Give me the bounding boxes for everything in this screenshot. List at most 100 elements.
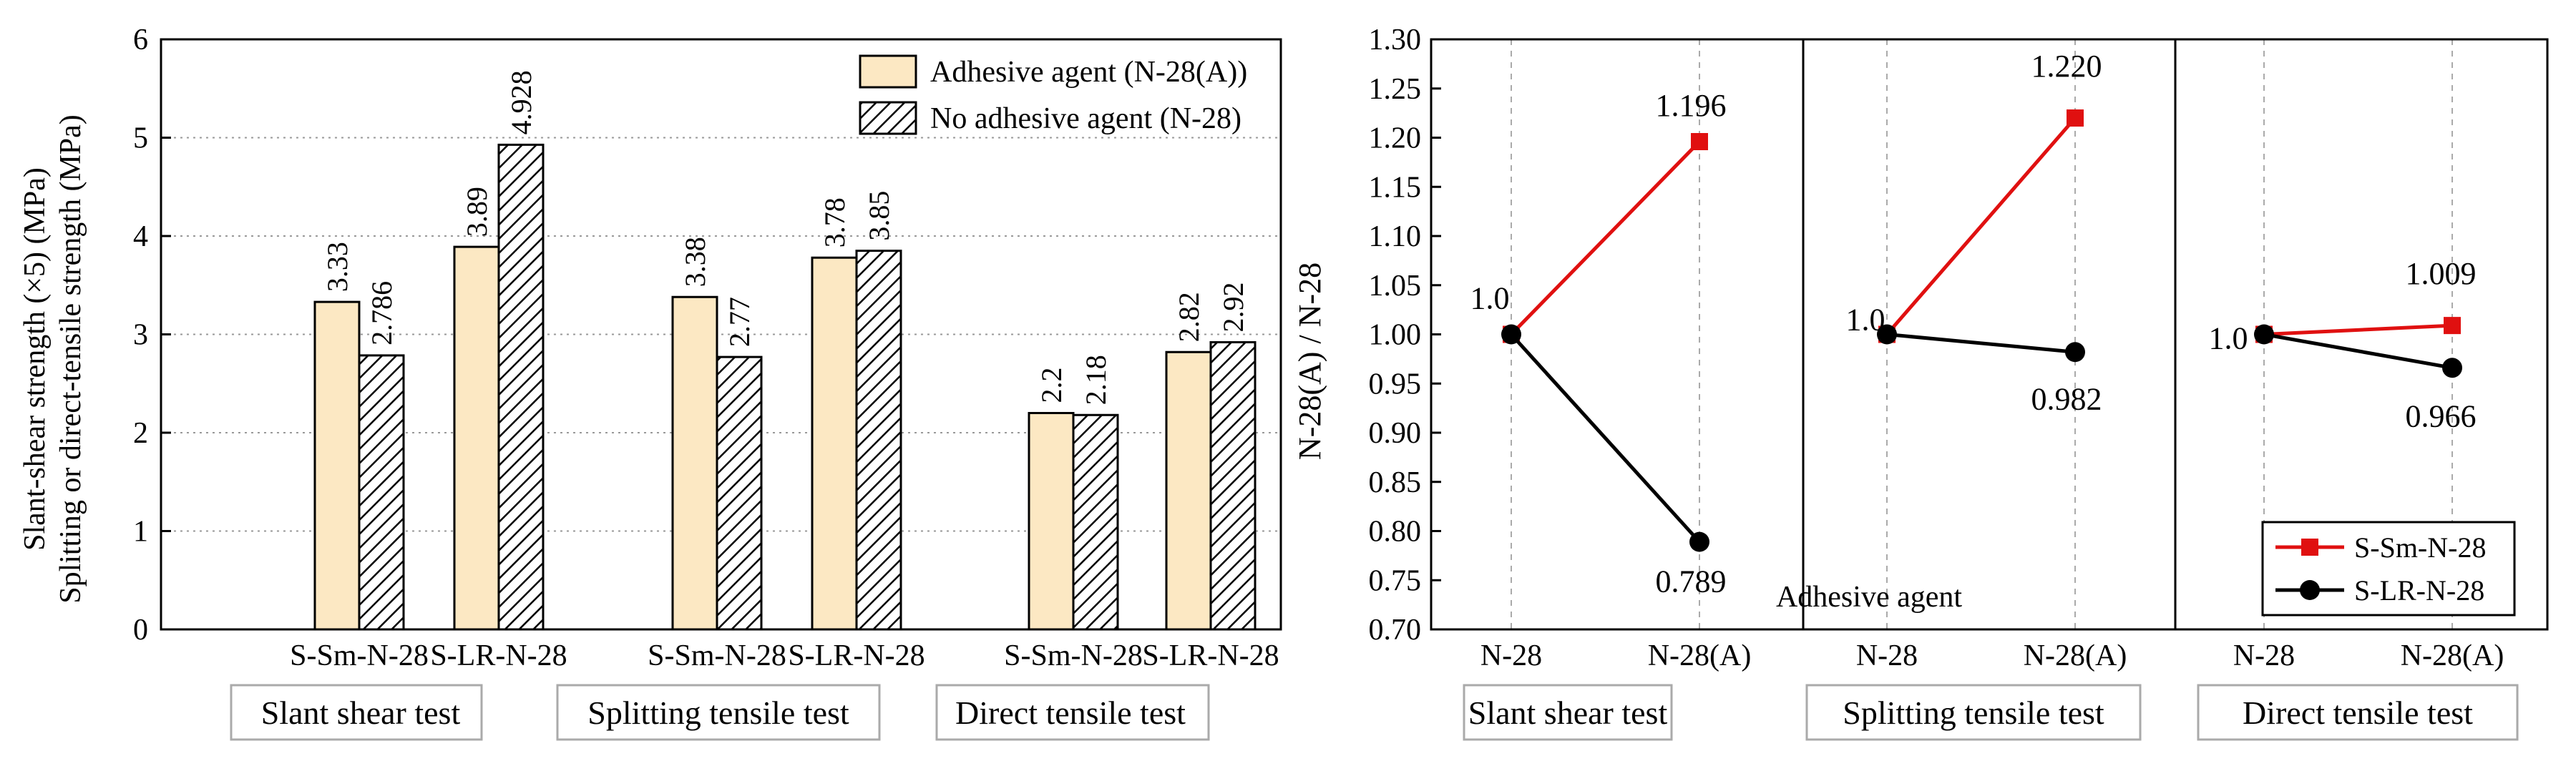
bar-value-label: 3.33 [321, 242, 353, 292]
marker-square [1691, 133, 1708, 150]
line-x-labels: N-28 N-28(A) N-28 N-28(A) N-28 N-28(A) [1480, 639, 2504, 672]
marker-square [2444, 317, 2461, 335]
line-y-tick-label: 0.75 [1369, 564, 1422, 597]
bar-value-label: 3.85 [863, 191, 895, 241]
bar-no-adhesive [716, 355, 763, 631]
bar-y-tick-label: 2 [133, 417, 148, 450]
line-panel-label-box [2197, 684, 2519, 741]
legend-label: S-Sm-N-28 [2354, 531, 2486, 564]
series-line-s-lr-n-28 [2263, 333, 2453, 370]
bar-y-axis-label-line1: Slant-shear strength (×5) (MPa) [19, 167, 52, 551]
bar-no-adhesive [1072, 413, 1119, 631]
bar-adhesive [671, 295, 718, 631]
bar-value-label: 2.77 [723, 297, 756, 347]
bar-marks: 3.33 2.786 3.89 4.928 3.38 2.77 3.78 3.85 2.2 2.1… [313, 70, 1257, 631]
line-panel-label-box [1805, 684, 2142, 741]
bar-no-adhesive [855, 250, 902, 631]
line-panel-label-box [1463, 684, 1673, 741]
bar-category-label: S-Sm-N-28 [290, 639, 429, 672]
bar-y-tick-label: 0 [133, 614, 148, 647]
series-line-s-sm-n-28 [2263, 323, 2453, 336]
adhesive-agent-annotation: Adhesive agent [1776, 581, 1962, 614]
bar-chart: 0 1 2 3 4 5 6 3.33 2.786 3.89 4.928 3.38 2.77 3.78 3.… [19, 24, 1282, 741]
bar-y-tick-label: 5 [133, 122, 148, 155]
marker-circle [2254, 324, 2274, 345]
line-x-label: N-28(A) [2401, 639, 2504, 672]
bar-legend: Adhesive agent (N-28(A)) No adhesive agen… [859, 54, 1247, 135]
bar-group-label: Direct tensile test [955, 694, 1186, 731]
bar-adhesive [313, 300, 361, 631]
bar-value-label: 2.786 [366, 281, 398, 345]
line-chart: 0.70 0.75 0.80 0.85 0.90 0.95 1.00 1.05 1.10 1.15… [1292, 24, 2549, 741]
bar-category-label: S-Sm-N-28 [1004, 639, 1143, 672]
bar-no-adhesive [1209, 341, 1257, 631]
line-legend: S-Sm-N-28 S-LR-N-28 [2261, 521, 2516, 617]
series-line-s-lr-n-28 [1886, 333, 2076, 354]
bar-group-label-box [935, 684, 1210, 741]
bar-adhesive [1165, 350, 1212, 631]
line-legend-box [2261, 521, 2516, 617]
bar-value-label: 3.38 [679, 237, 711, 287]
line-x-label: N-28 [1480, 639, 1542, 672]
end-value-label: 1.196 [1656, 88, 1727, 123]
line-y-tick-label: 1.00 [1369, 319, 1422, 352]
bar-value-label: 4.928 [505, 70, 537, 134]
bar-no-adhesive [497, 143, 545, 631]
bar-value-label: 3.78 [819, 197, 851, 247]
line-y-tick-label: 1.20 [1369, 122, 1422, 155]
bar-adhesive [1028, 412, 1075, 631]
line-panel-label: Splitting tensile test [1843, 694, 2104, 731]
legend-marker-circle [2300, 580, 2320, 600]
legend-label: No adhesive agent (N-28) [930, 102, 1241, 135]
legend-swatch-no-adhesive [859, 101, 917, 135]
bar-adhesive [811, 256, 858, 631]
series-line-s-sm-n-28 [1510, 140, 1701, 336]
line-panel-label: Direct tensile test [2243, 694, 2473, 731]
bar-value-label: 2.2 [1035, 368, 1068, 403]
start-value-label: 1.0 [1470, 281, 1510, 316]
bar-y-tick-label: 3 [133, 319, 148, 352]
bar-value-label: 3.89 [461, 187, 493, 237]
marker-circle [1877, 324, 1897, 345]
end-value-label: 0.982 [2031, 381, 2102, 416]
bar-category-label: S-LR-N-28 [430, 639, 567, 672]
bar-group-label: Slant shear test [261, 694, 461, 731]
series-line-s-lr-n-28 [1510, 333, 1701, 544]
line-panel-label: Slant shear test [1468, 694, 1668, 731]
bar-category-labels: S-Sm-N-28 S-LR-N-28 S-Sm-N-28 S-LR-N-28 S-Sm… [290, 639, 1279, 672]
marker-circle [2442, 358, 2462, 378]
line-y-tick-label: 1.30 [1369, 24, 1422, 57]
marker-square [2067, 109, 2084, 127]
start-value-label: 1.0 [2209, 321, 2248, 356]
marker-circle [1689, 531, 1709, 552]
line-y-tick-label: 0.95 [1369, 368, 1422, 401]
line-y-tick-label: 0.80 [1369, 516, 1422, 549]
bar-category-label: S-Sm-N-28 [648, 639, 786, 672]
line-y-tick-label: 1.05 [1369, 270, 1422, 303]
bar-category-label: S-LR-N-28 [1142, 639, 1279, 672]
legend-swatch-adhesive [859, 54, 917, 89]
marker-circle [2065, 342, 2085, 363]
end-value-label: 0.789 [1656, 564, 1727, 599]
bar-group-labels: Slant shear test Splitting tensile test Di… [230, 684, 1210, 741]
legend-label: Adhesive agent (N-28(A)) [930, 56, 1247, 89]
bar-no-adhesive [358, 354, 405, 631]
line-y-tick-label: 1.10 [1369, 220, 1422, 253]
bar-y-tick-label: 4 [133, 220, 148, 253]
line-x-label: N-28(A) [1648, 639, 1752, 672]
marker-circle [1501, 324, 1521, 345]
bar-y-tick-label: 6 [133, 24, 148, 57]
legend-marker-square [2301, 539, 2318, 556]
bar-group-label: Splitting tensile test [587, 694, 849, 731]
bar-y-tick-label: 1 [133, 516, 148, 549]
bar-value-label: 2.82 [1173, 292, 1205, 342]
line-y-tick-label: 1.25 [1369, 73, 1422, 106]
bar-y-ticks: 0 1 2 3 4 5 6 [133, 24, 171, 647]
end-value-label: 0.966 [2406, 398, 2477, 433]
line-y-tick-label: 0.70 [1369, 614, 1422, 647]
bar-category-label: S-LR-N-28 [788, 639, 924, 672]
line-y-tick-label: 0.85 [1369, 466, 1422, 499]
bar-adhesive [453, 245, 500, 631]
line-x-label: N-28 [1856, 639, 1918, 672]
line-x-label: N-28(A) [2024, 639, 2127, 672]
